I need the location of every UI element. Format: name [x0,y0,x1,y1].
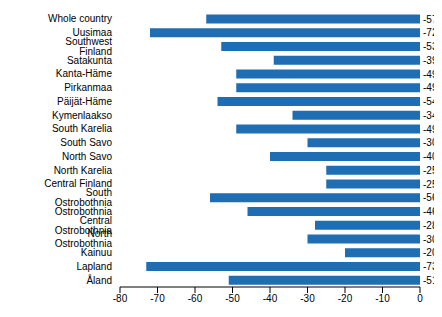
svg-text:0: 0 [417,293,423,304]
svg-text:-25: -25 [423,179,434,190]
svg-text:-53: -53 [423,41,434,52]
svg-text:South Karelia: South Karelia [52,123,112,134]
svg-text:-10: -10 [375,293,390,304]
svg-text:-49: -49 [423,69,434,80]
svg-text:Satakunta: Satakunta [67,55,112,66]
svg-text:-54: -54 [423,96,434,107]
svg-text:-20: -20 [423,247,434,258]
svg-text:-25: -25 [423,165,434,176]
svg-text:-57: -57 [423,14,434,25]
svg-text:-80: -80 [113,293,128,304]
svg-text:-50: -50 [225,293,240,304]
svg-text:-49: -49 [423,124,434,135]
svg-text:-46: -46 [423,206,434,217]
svg-text:-49: -49 [423,82,434,93]
svg-text:Pirkanmaa: Pirkanmaa [64,82,112,93]
svg-text:-40: -40 [423,151,434,162]
svg-text:-70: -70 [150,293,165,304]
svg-text:-73: -73 [423,261,434,272]
svg-text:-40: -40 [263,293,278,304]
svg-text:-60: -60 [188,293,203,304]
svg-text:-30: -30 [300,293,315,304]
svg-text:-30: -30 [423,137,434,148]
svg-text:North Savo: North Savo [62,151,112,162]
svg-text:-34: -34 [423,110,434,121]
svg-text:-20: -20 [338,293,353,304]
svg-text:Lapland: Lapland [76,261,112,272]
svg-text:-56: -56 [423,192,434,203]
svg-text:-72: -72 [423,27,434,38]
svg-text:Whole country: Whole country [48,13,112,24]
svg-text:South Savo: South Savo [60,137,112,148]
svg-text:Kymenlaakso: Kymenlaakso [52,110,112,121]
svg-text:Kainuu: Kainuu [81,247,112,258]
svg-text:-39: -39 [423,55,434,66]
svg-text:-30: -30 [423,234,434,245]
svg-text:Åland: Åland [86,274,112,286]
svg-text:-51: -51 [423,275,434,286]
svg-text:North Karelia: North Karelia [54,165,113,176]
svg-text:Päijät-Häme: Päijät-Häme [57,96,112,107]
svg-text:Kanta-Häme: Kanta-Häme [56,68,113,79]
svg-text:-28: -28 [423,220,434,231]
